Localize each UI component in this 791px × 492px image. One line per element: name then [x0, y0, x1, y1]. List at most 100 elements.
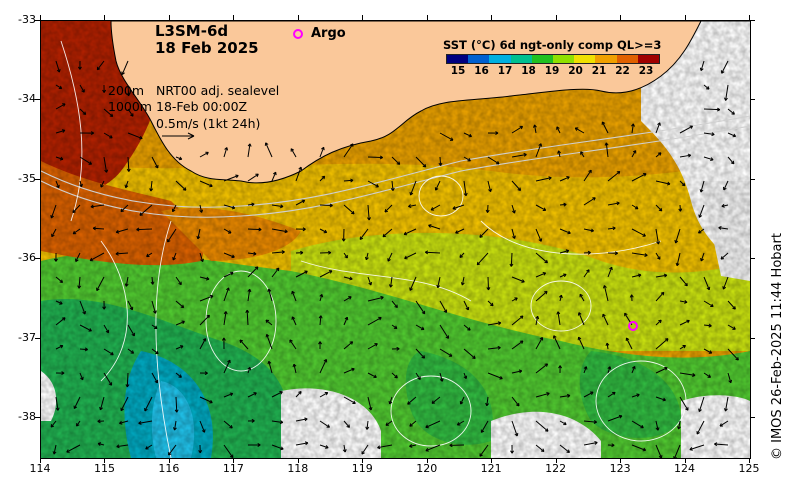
- velocity-arrow: [73, 396, 81, 409]
- velocity-arrowhead: [235, 174, 239, 179]
- velocity-arrow: [631, 150, 637, 158]
- velocity-arrowhead: [732, 306, 736, 310]
- velocity-arrowhead: [609, 266, 613, 271]
- velocity-arrow: [511, 297, 518, 302]
- velocity-arrowhead: [124, 283, 129, 287]
- velocity-arrowhead: [698, 408, 702, 412]
- velocity-arrowhead: [465, 306, 470, 311]
- velocity-arrow: [553, 335, 561, 350]
- velocity-arrowhead: [452, 206, 456, 210]
- velocity-arrow: [247, 289, 251, 302]
- velocity-arrowhead: [298, 390, 302, 395]
- velocity-arrowhead: [476, 261, 481, 266]
- velocity-arrow: [175, 300, 185, 309]
- velocity-arrow: [676, 252, 681, 266]
- velocity-arrowhead: [658, 319, 662, 324]
- velocity-arrowhead: [602, 285, 607, 289]
- velocity-arrow: [703, 276, 710, 291]
- velocity-arrow: [511, 420, 518, 437]
- velocity-arrowhead: [365, 426, 370, 430]
- velocity-arrow: [391, 156, 401, 165]
- velocity-arrow: [409, 276, 417, 291]
- velocity-arrow: [247, 252, 257, 255]
- lat-tick: [35, 258, 40, 260]
- velocity-arrowhead: [58, 85, 63, 90]
- velocity-arrowhead: [66, 449, 70, 453]
- velocity-arrowhead: [80, 376, 84, 381]
- velocity-arrowhead: [79, 183, 83, 188]
- velocity-arrow: [679, 276, 688, 287]
- velocity-arrowhead: [318, 315, 323, 319]
- time-label: 18-Feb 00:00Z: [156, 99, 248, 114]
- velocity-arrow: [199, 276, 210, 280]
- velocity-arrow: [127, 108, 134, 117]
- velocity-arrowhead: [640, 424, 644, 429]
- velocity-arrow: [727, 348, 739, 361]
- velocity-arrowhead: [686, 319, 690, 324]
- velocity-arrow: [605, 142, 609, 158]
- velocity-arrowhead: [436, 284, 441, 289]
- lon-tick-label: 124: [674, 462, 696, 475]
- velocity-arrow: [431, 396, 441, 404]
- velocity-arrow: [79, 372, 84, 380]
- velocity-arrow: [79, 300, 86, 315]
- velocity-arrow: [655, 396, 666, 401]
- velocity-arrow: [511, 315, 524, 326]
- velocity-arrow: [439, 348, 453, 357]
- velocity-arrow: [265, 319, 273, 326]
- velocity-arrowhead: [409, 443, 413, 448]
- velocity-arrowhead: [459, 401, 464, 405]
- velocity-arrowhead: [172, 256, 176, 261]
- velocity-arrowhead: [178, 156, 183, 161]
- velocity-arrowhead: [109, 134, 113, 139]
- velocity-arrow: [291, 291, 297, 302]
- velocity-arrowhead: [544, 363, 549, 367]
- velocity-arrow: [409, 444, 417, 447]
- velocity-arrow: [79, 108, 87, 115]
- velocity-arrow: [50, 204, 57, 219]
- lon-tick-label: 117: [222, 462, 244, 475]
- velocity-arrowhead: [196, 235, 201, 240]
- velocity-arrow: [343, 396, 356, 404]
- velocity-arrowhead: [566, 449, 570, 453]
- velocity-arrowhead: [328, 250, 332, 255]
- velocity-arrow: [722, 276, 729, 290]
- velocity-arrow: [698, 228, 705, 234]
- velocity-arrowhead: [566, 176, 570, 180]
- velocity-arrow: [487, 276, 490, 290]
- velocity-arrowhead: [439, 378, 444, 382]
- velocity-arrowhead: [229, 425, 233, 429]
- velocity-arrowhead: [637, 273, 642, 278]
- velocity-arrow: [583, 366, 587, 374]
- velocity-arrow: [100, 180, 105, 188]
- velocity-arrow: [144, 396, 153, 412]
- velocity-arrow: [319, 294, 323, 302]
- velocity-arrowhead: [375, 184, 379, 188]
- velocity-arrowhead: [577, 336, 582, 341]
- product-label: NRT00 adj. sealevel: [156, 83, 280, 98]
- velocity-arrow: [75, 252, 81, 262]
- velocity-arrow: [127, 324, 135, 337]
- velocity-arrowhead: [289, 339, 293, 343]
- velocity-arrowhead: [77, 285, 82, 289]
- velocity-arrow: [689, 444, 705, 451]
- velocity-arrowhead: [656, 241, 661, 245]
- velocity-arrow: [535, 177, 552, 182]
- velocity-arrowhead: [304, 441, 309, 446]
- velocity-arrow: [607, 267, 613, 278]
- velocity-arrowhead: [265, 319, 270, 324]
- velocity-arrow: [291, 316, 297, 326]
- velocity-arrow: [674, 444, 681, 458]
- velocity-arrowhead: [350, 178, 354, 183]
- velocity-arrow: [463, 348, 476, 359]
- velocity-arrowhead: [634, 205, 639, 210]
- velocity-arrow: [580, 151, 585, 158]
- velocity-arrow: [487, 156, 500, 165]
- velocity-arrow: [655, 204, 663, 212]
- velocity-arrow: [175, 345, 184, 350]
- velocity-arrowhead: [321, 175, 326, 180]
- velocity-arrow: [174, 420, 177, 431]
- lon-tick: [555, 458, 557, 463]
- velocity-arrowhead: [77, 66, 82, 70]
- velocity-arrowhead: [139, 135, 143, 140]
